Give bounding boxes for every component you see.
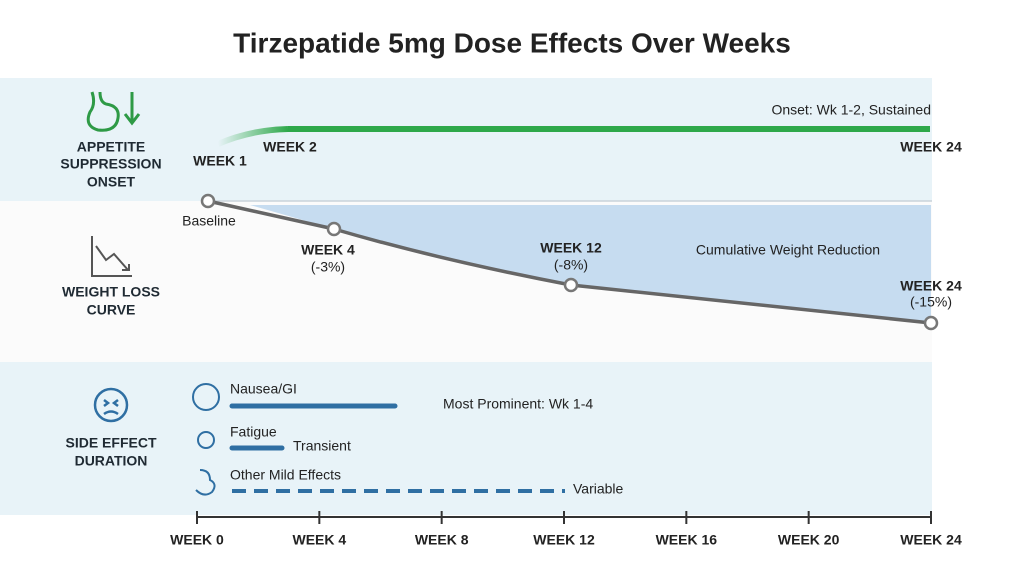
fatigue-icon [197,431,215,449]
x-tick-label: WEEK 20 [778,532,840,548]
row-label: SIDE EFFECT [65,435,156,451]
weight-icon [91,236,132,277]
other-icon [195,469,216,496]
row-label: SUPPRESSION [60,156,161,172]
appetite-note: Onset: Wk 1-2, Sustained [771,102,931,118]
row-label: WEIGHT LOSS [62,284,160,300]
row-label: APPETITE [77,139,145,155]
effect-name: Nausea/GI [230,381,297,397]
point-label: WEEK 4 [301,242,355,258]
effect-note: Transient [293,438,351,454]
point-change: (-3%) [311,259,345,275]
point-label: WEEK 24 [900,278,962,294]
x-tick-label: WEEK 12 [533,532,595,548]
effect-name: Fatigue [230,424,277,440]
point-label: Baseline [182,213,236,229]
area-label: Cumulative Weight Reduction [696,242,880,258]
x-tick-label: WEEK 24 [900,532,962,548]
curve-point [200,193,216,209]
effect-note: Variable [573,481,624,497]
appetite-band [0,78,932,201]
reduction-area [250,205,931,322]
curve-point [923,315,939,331]
point-label: WEEK 12 [540,240,602,256]
row-label: ONSET [87,174,136,190]
marker-label: WEEK 24 [900,139,962,155]
curve-point [563,277,579,293]
weight-curve [207,199,932,325]
marker-label: WEEK 1 [193,153,247,169]
point-change: (-8%) [554,257,588,273]
effect-name: Other Mild Effects [230,467,341,483]
x-tick-label: WEEK 0 [170,532,224,548]
x-tick-label: WEEK 4 [292,532,346,548]
effect-note: Most Prominent: Wk 1-4 [443,396,593,412]
marker-label: WEEK 2 [263,139,317,155]
side-effect-icon [93,387,129,423]
title: Tirzepatide 5mg Dose Effects Over Weeks [233,27,791,58]
row-label: CURVE [87,302,136,318]
x-tick-label: WEEK 8 [415,532,469,548]
nausea-icon [192,383,220,411]
onset-ramp [216,126,289,147]
x-tick-label: WEEK 16 [656,532,718,548]
row-label: DURATION [75,453,148,469]
curve-point [326,221,342,237]
x-axis-group: WEEK 0 WEEK 4 WEEK 8 WEEK 12 WEEK 16 WEEK 20 W… [170,511,962,548]
point-change: (-15%) [910,294,952,310]
appetite-icon [86,91,141,132]
